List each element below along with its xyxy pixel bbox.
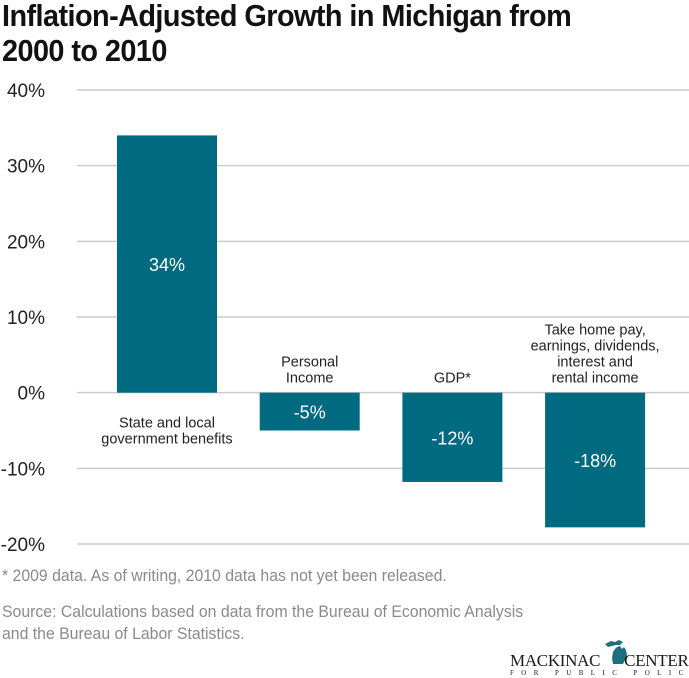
mackinac-center-logo: MACKINAC CENTER FOR PUBLIC POLICY <box>500 636 689 678</box>
category-label: earnings, dividends, <box>531 339 660 355</box>
y-tick-label: 20% <box>7 232 45 253</box>
bar <box>545 392 646 528</box>
source-line-1: Source: Calculations based on data from … <box>2 602 524 621</box>
y-tick-label: -20% <box>1 535 45 556</box>
category-label: interest and <box>557 355 633 371</box>
logo-tagline: FOR PUBLIC POLICY <box>510 669 689 677</box>
bar <box>117 135 217 393</box>
source-note: Source: Calculations based on data from … <box>2 601 523 645</box>
logo-wordmark: MACKINAC CENTER <box>510 651 689 671</box>
bars <box>117 135 646 528</box>
y-axis-ticks: 40% 30% 20% 10% 0% -10% -20% <box>1 81 45 556</box>
michigan-map-icon <box>605 640 627 664</box>
chart-title-line-2: 2000 to 2010 <box>2 33 167 68</box>
value-label: -12% <box>431 428 473 448</box>
y-tick-label: 10% <box>7 308 45 329</box>
bar <box>259 392 360 431</box>
category-label: rental income <box>552 371 639 387</box>
footnote: * 2009 data. As of writing, 2010 data ha… <box>2 566 447 585</box>
bar-chart: 40% 30% 20% 10% 0% -10% -20% 34% -5% -12% -18% St… <box>1 81 689 556</box>
logo-word-1: MACKINAC <box>510 651 601 670</box>
y-tick-label: 40% <box>7 81 45 102</box>
y-tick-label: 30% <box>7 157 45 178</box>
value-labels: 34% -5% -12% -18% <box>149 255 616 471</box>
category-label: State and local <box>119 416 215 432</box>
category-label: GDP* <box>434 371 471 387</box>
category-label: Personal <box>281 355 338 371</box>
value-label: -5% <box>294 403 326 423</box>
chart-title-line-1: Inflation-Adjusted Growth in Michigan fr… <box>2 0 572 33</box>
logo-word-2: CENTER <box>624 651 689 670</box>
category-label: government benefits <box>101 432 232 448</box>
y-tick-label: -10% <box>1 459 45 480</box>
y-tick-label: 0% <box>18 384 46 405</box>
value-label: 34% <box>149 255 185 275</box>
category-label: Income <box>286 371 334 387</box>
source-line-2: and the Bureau of Labor Statistics. <box>2 624 245 643</box>
chart-title: Inflation-Adjusted Growth in Michigan fr… <box>2 0 639 68</box>
bar <box>402 392 503 482</box>
value-label: -18% <box>574 451 616 471</box>
category-label: Take home pay, <box>544 323 645 339</box>
